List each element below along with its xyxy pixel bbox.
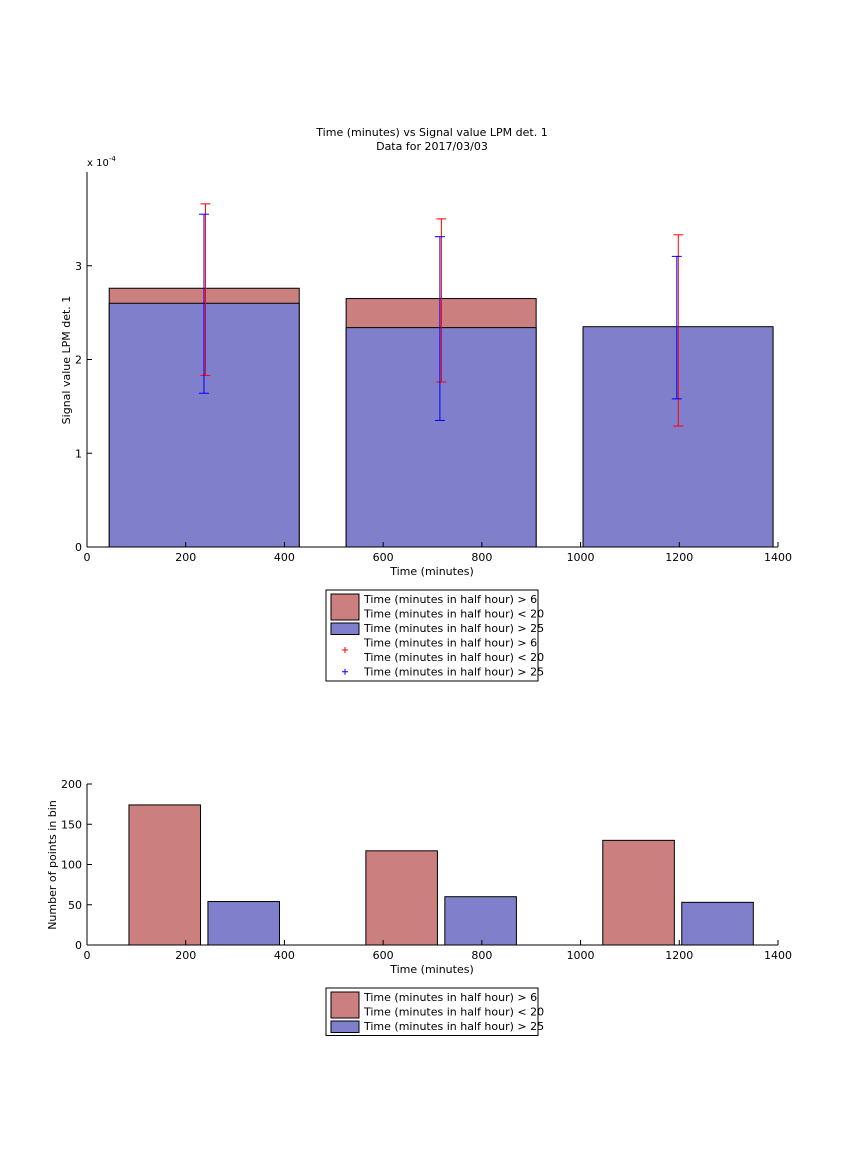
y-tick-label: 200 [61,778,82,791]
legend-swatch [330,622,360,635]
axes: 0 200 400 600 800 1000 1200 1400 0 50 100 150 200 [61,778,792,962]
x-tick-label: 400 [274,949,295,962]
bar [207,901,280,946]
legend-box [325,987,539,1036]
y-tick-label: 100 [61,859,82,872]
x-tick-label: 0 [84,551,91,564]
x-tick-label: 400 [274,551,295,564]
y-exponent-label: x 10-4 [87,155,116,169]
y-tick-label: 0 [75,541,82,554]
x-tick-label: 200 [175,551,196,564]
axes: 0 200 400 600 800 1000 1200 1400 0 1 2 3 [75,172,792,564]
legend-label: Time (minutes in half hour) > 6 [363,991,537,1004]
legend-box [325,589,539,682]
y-tick-label: 0 [75,939,82,952]
legend-label: Time (minutes in half hour) < 20 [363,651,544,664]
y-tick-label: 1 [75,447,82,460]
y-tick-label: 2 [75,354,82,367]
chart-subtitle: Data for 2017/03/03 [376,140,488,153]
y-tick-label: 50 [68,899,82,912]
x-tick-label: 1400 [764,551,792,564]
bar [602,839,675,946]
y-tick-label: 150 [61,818,82,831]
legend-swatch [330,1020,360,1033]
x-tick-label: 1400 [764,949,792,962]
legend: Time (minutes in half hour) > 6 Time (min… [325,987,544,1036]
x-tick-label: 800 [471,551,492,564]
x-tick-label: 800 [471,949,492,962]
legend-label: Time (minutes in half hour) < 20 [363,608,544,621]
signal-chart: Time (minutes) vs Signal value LPM det. … [60,126,792,682]
x-tick-label: 600 [373,551,394,564]
y-tick-label: 3 [75,260,82,273]
y-axis-label: Signal value LPM det. 1 [60,296,73,425]
x-tick-label: 1200 [665,949,693,962]
x-axis-label: Time (minutes) [389,963,474,976]
x-tick-label: 1200 [665,551,693,564]
chart-title: Time (minutes) vs Signal value LPM det. … [315,126,547,139]
legend-label: Time (minutes in half hour) < 20 [363,1006,544,1019]
bar [365,850,438,946]
bars-group [128,804,754,946]
error-bars-group [198,203,684,427]
bar [444,896,517,946]
x-tick-label: 0 [84,949,91,962]
y-axis-label: Number of points in bin [46,800,59,930]
legend-swatch [330,991,360,1019]
count-chart: 0 200 400 600 800 1000 1200 1400 0 50 100 150 200 Ti… [46,778,792,1036]
bar [128,804,202,946]
bar [681,901,754,946]
legend-label: Time (minutes in half hour) > 6 [363,593,537,606]
x-axis-label: Time (minutes) [389,565,474,578]
legend-label: Time (minutes in half hour) > 25 [363,622,544,635]
legend-label: Time (minutes in half hour) > 25 [363,1020,544,1033]
x-tick-label: 600 [373,949,394,962]
legend-label: Time (minutes in half hour) > 25 [363,666,544,679]
x-tick-label: 1000 [567,551,595,564]
legend-label: Time (minutes in half hour) > 6 [363,637,537,650]
x-tick-label: 200 [175,949,196,962]
x-tick-label: 1000 [567,949,595,962]
legend-swatch [330,593,360,621]
